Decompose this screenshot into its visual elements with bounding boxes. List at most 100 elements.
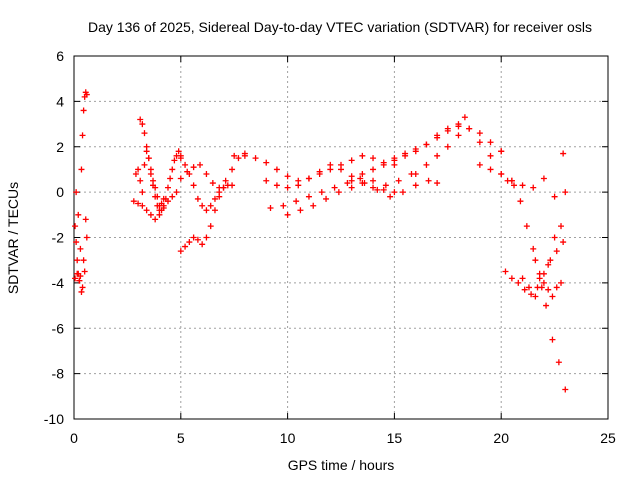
data-point — [476, 139, 483, 146]
data-point — [132, 170, 139, 177]
data-point — [461, 114, 468, 121]
chart-title: Day 136 of 2025, Sidereal Day-to-day VTE… — [88, 19, 592, 35]
data-point — [444, 127, 451, 134]
data-point — [72, 275, 79, 282]
data-point — [551, 234, 558, 241]
data-point — [177, 155, 184, 162]
data-point — [75, 211, 82, 218]
data-point — [164, 198, 171, 205]
data-point — [284, 173, 291, 180]
data-point — [528, 291, 535, 298]
data-point — [143, 207, 150, 214]
data-point — [425, 177, 432, 184]
data-point — [508, 275, 515, 282]
plot-frame — [73, 55, 609, 420]
data-point — [504, 177, 511, 184]
data-point — [156, 211, 163, 218]
x-tick-label: 0 — [70, 430, 78, 446]
data-point — [348, 184, 355, 191]
data-point — [137, 177, 144, 184]
data-point — [263, 177, 270, 184]
data-point — [207, 223, 214, 230]
y-axis-label: SDTVAR / TECUs — [5, 182, 21, 294]
data-point — [78, 288, 85, 295]
data-point — [487, 166, 494, 173]
data-point — [207, 202, 214, 209]
x-tick-label: 25 — [600, 430, 616, 446]
data-point — [370, 184, 377, 191]
data-point — [519, 182, 526, 189]
data-point — [293, 198, 300, 205]
data-point — [164, 184, 171, 191]
data-point — [540, 175, 547, 182]
y-tick-label: -6 — [52, 320, 65, 336]
data-point — [203, 234, 210, 241]
data-point — [412, 146, 419, 153]
data-point — [77, 245, 84, 252]
data-point — [434, 180, 441, 187]
data-point — [547, 257, 554, 264]
y-tick-label: 2 — [56, 139, 64, 155]
data-point — [167, 175, 174, 182]
data-point — [558, 223, 565, 230]
data-point — [73, 189, 80, 196]
data-point — [267, 205, 274, 212]
data-point — [335, 189, 342, 196]
data-point — [280, 202, 287, 209]
data-point — [79, 284, 86, 291]
data-point — [160, 205, 167, 212]
y-axis-ticks: 6 4 2 0 -2 -4 -6 -8 -10 — [44, 48, 608, 427]
data-point — [502, 268, 509, 275]
data-point — [562, 386, 569, 393]
data-point — [476, 130, 483, 137]
data-point — [562, 189, 569, 196]
data-point — [80, 107, 87, 114]
data-point — [182, 243, 189, 250]
data-point — [152, 184, 159, 191]
data-point — [78, 166, 85, 173]
data-point — [553, 284, 560, 291]
data-point — [560, 239, 567, 246]
y-tick-label: -8 — [52, 366, 65, 382]
data-point — [154, 193, 161, 200]
data-point — [399, 189, 406, 196]
data-point — [310, 202, 317, 209]
data-point — [175, 148, 182, 155]
data-point — [455, 123, 462, 130]
data-point — [523, 223, 530, 230]
data-point — [141, 130, 148, 137]
data-point — [357, 175, 364, 182]
data-point — [545, 261, 552, 268]
data-point — [530, 184, 537, 191]
data-point — [530, 245, 537, 252]
data-point — [177, 175, 184, 182]
data-point — [231, 152, 238, 159]
data-point — [370, 155, 377, 162]
data-point — [77, 273, 84, 280]
data-point — [229, 182, 236, 189]
y-tick-label: 0 — [56, 184, 64, 200]
data-point — [331, 184, 338, 191]
data-point — [130, 198, 137, 205]
data-point — [423, 161, 430, 168]
data-point — [216, 193, 223, 200]
data-point — [190, 182, 197, 189]
data-point — [525, 284, 532, 291]
data-point — [297, 207, 304, 214]
data-point — [82, 216, 89, 223]
data-point — [536, 270, 543, 277]
data-point — [444, 143, 451, 150]
data-point — [273, 182, 280, 189]
data-point — [83, 234, 90, 241]
data-point — [380, 186, 387, 193]
y-tick-label: -4 — [52, 275, 65, 291]
x-tick-label: 10 — [280, 430, 296, 446]
data-point — [455, 132, 462, 139]
x-axis-ticks: 0 5 10 15 20 25 — [70, 56, 616, 446]
data-point — [184, 168, 191, 175]
data-point — [316, 168, 323, 175]
data-point — [209, 180, 216, 187]
data-point — [305, 175, 312, 182]
data-point — [359, 152, 366, 159]
